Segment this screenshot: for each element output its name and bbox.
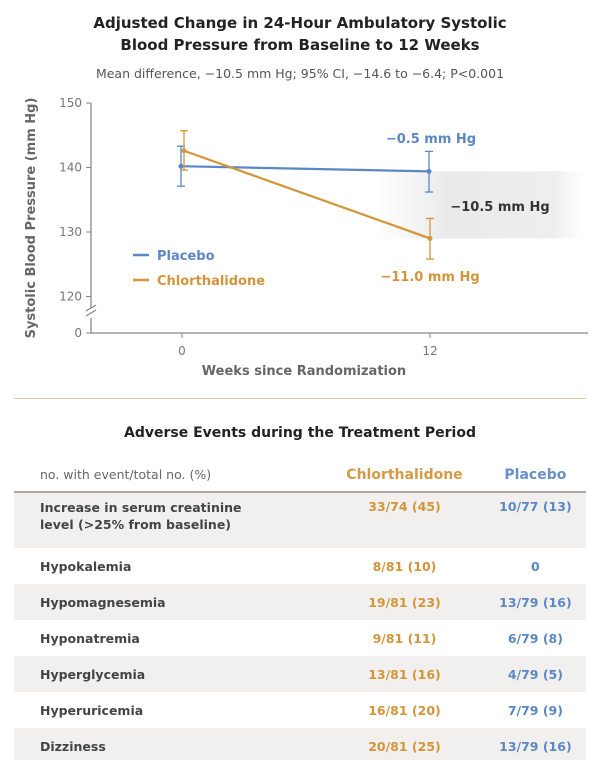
- x-tick-label: 12: [422, 344, 437, 358]
- event-name: Hyperglycemia: [14, 656, 325, 692]
- event-name: Hypomagnesemia: [14, 584, 325, 620]
- table-row: Hypomagnesemia 19/81 (23) 13/79 (16): [14, 584, 586, 620]
- difference-shade: [372, 171, 587, 239]
- event-name: Hyponatremia: [40, 630, 140, 646]
- data-point: [426, 168, 432, 174]
- y-tick-label: 120: [59, 290, 82, 304]
- placebo-value: 4/79 (5): [484, 656, 586, 692]
- placebo-change-label: −0.5 mm Hg: [386, 132, 476, 147]
- x-axis-label: Weeks since Randomization: [202, 364, 406, 379]
- series-line: [180, 165, 430, 173]
- table-row: Hyperuricemia 16/81 (20) 7/79 (9): [14, 692, 586, 728]
- divider: [14, 398, 586, 399]
- placebo-value: 7/79 (9): [507, 702, 563, 718]
- event-name: Hypokalemia: [40, 558, 132, 574]
- chlorthalidone-value: 16/81 (20): [368, 702, 441, 718]
- chart-subtitle: Mean difference, −10.5 mm Hg; 95% CI, −1…: [95, 66, 505, 81]
- y-tick-label: 0: [74, 326, 82, 340]
- table-row: Hyperglycemia 13/81 (16) 4/79 (5): [14, 656, 586, 692]
- column-header-chlorthalidone: Chlorthalidone: [346, 466, 463, 483]
- table-row: Hyponatremia 9/81 (11) 6/79 (8): [14, 620, 586, 656]
- data-point: [178, 163, 184, 169]
- bp-chart: 0 120 130 140 150 0 12 Systolic Blood Pressure…: [24, 96, 588, 379]
- y-tick-label: 140: [59, 161, 82, 175]
- data-point: [427, 235, 433, 241]
- legend: Placebo Chlorthalidone: [133, 249, 265, 289]
- series-chlorthalidone: [180, 130, 434, 260]
- legend-label-placebo: Placebo: [157, 249, 215, 264]
- data-point: [181, 148, 187, 154]
- placebo-value: 0: [531, 558, 540, 574]
- table-row: Increase in serum creatinine level (>25% …: [14, 492, 586, 548]
- y-axis-label: Systolic Blood Pressure (mm Hg): [24, 98, 39, 339]
- chart-title-line2: Blood Pressure from Baseline to 12 Weeks: [120, 36, 480, 54]
- y-tick-label: 150: [59, 96, 82, 110]
- table-row: Dizziness 20/81 (25) 13/79 (16): [14, 728, 586, 760]
- chlorthalidone-value: 20/81 (25): [324, 728, 485, 760]
- axis-break-mark: [85, 304, 97, 317]
- chlorthalidone-value: 33/74 (45): [324, 492, 485, 548]
- chart-title-line1: Adjusted Change in 24-Hour Ambulatory Sy…: [93, 14, 507, 32]
- series-line: [183, 149, 431, 240]
- legend-label-chlorthalidone: Chlorthalidone: [157, 274, 265, 289]
- event-name-line: Increase in serum creatinine: [40, 500, 242, 515]
- x-tick-label: 0: [178, 344, 186, 358]
- chlorthalidone-value: 13/81 (16): [324, 656, 485, 692]
- chlorthalidone-value: 9/81 (11): [372, 630, 437, 646]
- column-header-label: no. with event/total no. (%): [40, 467, 212, 482]
- event-name: Hyperuricemia: [40, 702, 144, 718]
- table-title: Adverse Events during the Treatment Peri…: [124, 425, 476, 441]
- placebo-value: 6/79 (8): [507, 630, 563, 646]
- event-name: Dizziness: [14, 728, 325, 760]
- placebo-value: 10/77 (13): [484, 492, 586, 548]
- placebo-value: 13/79 (16): [484, 584, 586, 620]
- adverse-events-table: no. with event/total no. (%) Chlorthalid…: [14, 458, 586, 760]
- chlorthalidone-change-label: −11.0 mm Hg: [380, 270, 479, 285]
- chlorthalidone-value: 19/81 (23): [324, 584, 485, 620]
- series-placebo: [177, 145, 433, 193]
- column-header-placebo: Placebo: [504, 466, 567, 483]
- event-name-line: level (>25% from baseline): [40, 517, 232, 532]
- placebo-value: 13/79 (16): [484, 728, 586, 760]
- chart-title: Adjusted Change in 24-Hour Ambulatory Sy…: [0, 12, 600, 56]
- y-tick-label: 130: [59, 225, 82, 239]
- chlorthalidone-value: 8/81 (10): [372, 558, 437, 574]
- event-name: Increase in serum creatinine level (>25% …: [14, 492, 325, 548]
- difference-label: −10.5 mm Hg: [450, 200, 549, 215]
- table-row: Hypokalemia 8/81 (10) 0: [14, 548, 586, 584]
